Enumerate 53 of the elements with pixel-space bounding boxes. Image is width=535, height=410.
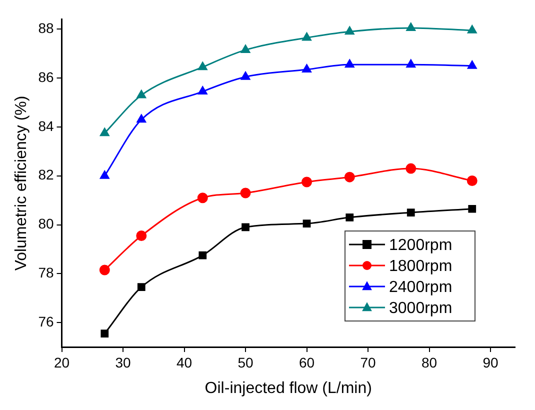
point <box>198 62 208 70</box>
y-tick-label: 88 <box>38 20 54 36</box>
x-tick-label: 40 <box>176 354 192 370</box>
point <box>137 283 146 292</box>
y-axis-title: Volumetric efficiency (%) <box>13 96 30 271</box>
point <box>467 60 477 69</box>
point <box>240 72 250 80</box>
point <box>100 330 109 338</box>
point <box>406 208 415 216</box>
point <box>468 204 476 213</box>
point <box>197 192 208 204</box>
point <box>344 26 354 35</box>
point <box>136 230 147 242</box>
point <box>240 44 250 53</box>
x-tick-label: 70 <box>360 354 376 370</box>
point <box>242 223 250 232</box>
y-tick-label: 86 <box>38 68 54 85</box>
y-tick-label: 76 <box>38 313 54 330</box>
x-tick-label: 90 <box>482 354 498 370</box>
x-tick-label: 50 <box>238 354 254 370</box>
point <box>302 220 311 228</box>
point <box>100 128 110 136</box>
point <box>406 22 416 31</box>
point <box>302 32 312 41</box>
x-tick-label: 80 <box>421 354 438 370</box>
point <box>302 176 312 188</box>
point <box>136 114 146 123</box>
point <box>466 176 478 186</box>
legend-label: 1800rpm <box>389 258 452 275</box>
point <box>240 188 251 198</box>
point <box>136 90 146 98</box>
point <box>406 163 416 174</box>
point <box>346 213 354 222</box>
point <box>99 264 110 276</box>
legend-label: 2400rpm <box>389 278 452 296</box>
y-tick-label: 78 <box>38 264 54 281</box>
y-tick-label: 80 <box>38 216 54 232</box>
point <box>302 64 312 73</box>
point <box>344 172 355 182</box>
legend-label: 3000rpm <box>389 300 452 317</box>
x-tick-label: 20 <box>54 354 70 370</box>
point <box>100 170 110 179</box>
legend-label: 1200rpm <box>389 236 452 254</box>
point <box>344 59 354 68</box>
x-tick-label: 30 <box>115 354 132 370</box>
point <box>467 25 477 34</box>
point <box>406 59 416 68</box>
x-tick-label: 60 <box>298 354 315 370</box>
point <box>198 251 207 260</box>
point <box>198 86 208 95</box>
y-tick-label: 84 <box>38 118 54 134</box>
x-axis-title: Oil-injected flow (L/min) <box>204 380 372 397</box>
y-tick-label: 82 <box>38 166 54 183</box>
